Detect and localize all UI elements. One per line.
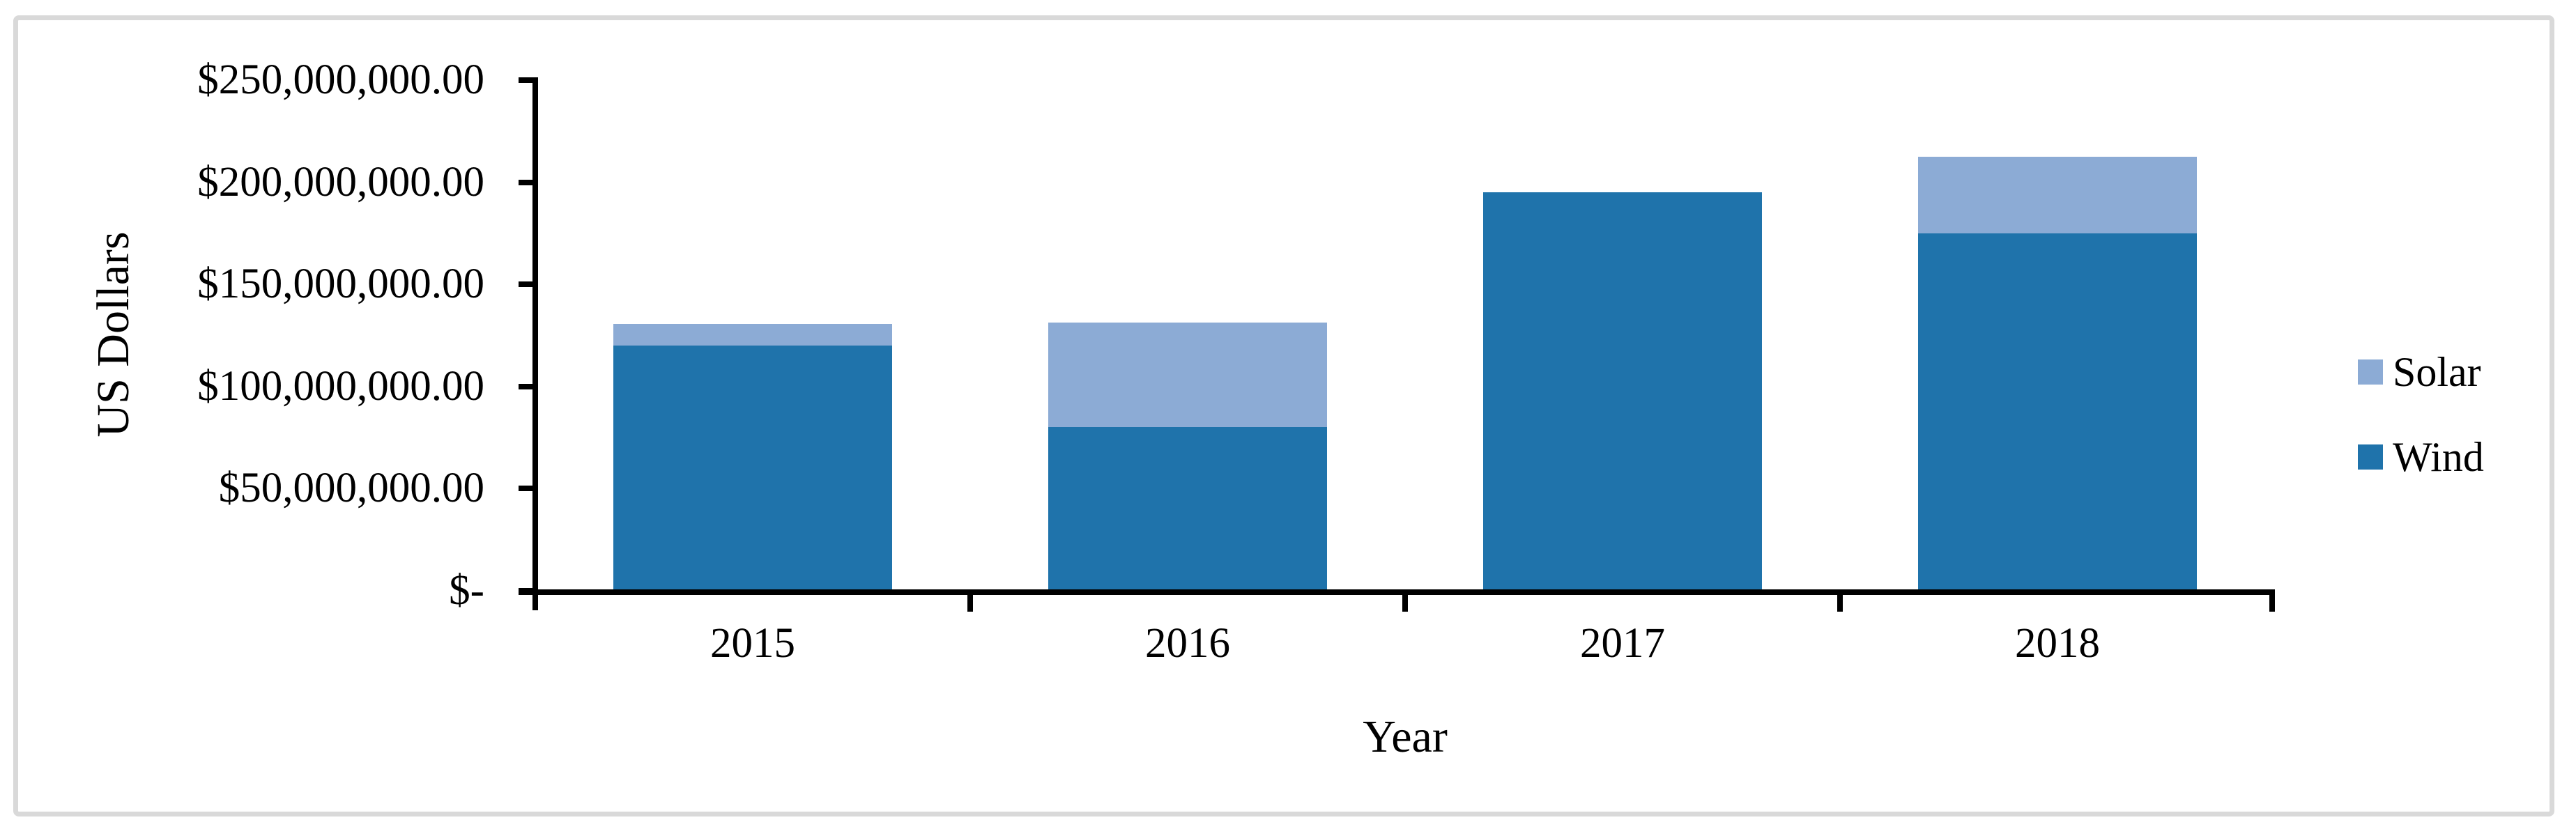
x-tick-mark — [1402, 591, 1408, 612]
bar-solar-2016 — [1048, 323, 1327, 427]
bar-solar-2018 — [1918, 157, 2197, 233]
x-tick-label-2016: 2016 — [1145, 620, 1230, 667]
y-tick-mark — [519, 486, 535, 492]
legend-swatch-solar-icon — [2358, 359, 2383, 385]
x-tick-mark — [2269, 591, 2275, 612]
bar-wind-2016 — [1048, 427, 1327, 591]
chart-border — [13, 15, 2554, 816]
legend-item-wind: Wind — [2358, 432, 2484, 482]
y-tick-label: $250,000,000.00 — [197, 56, 484, 103]
bar-solar-2015 — [613, 324, 892, 346]
y-tick-mark — [519, 588, 535, 594]
y-tick-mark — [519, 179, 535, 185]
x-tick-label-2018: 2018 — [2015, 620, 2100, 667]
legend-label-solar: Solar — [2393, 349, 2481, 395]
x-tick-label-2015: 2015 — [710, 620, 795, 667]
x-axis-title: Year — [1363, 711, 1448, 762]
bar-wind-2015 — [613, 346, 892, 591]
bar-wind-2017 — [1483, 192, 1762, 591]
legend-label-wind: Wind — [2393, 434, 2484, 480]
y-tick-label: $- — [449, 567, 484, 614]
legend-item-solar: Solar — [2358, 347, 2484, 397]
x-tick-label-2017: 2017 — [1580, 620, 1665, 667]
bar-wind-2018 — [1918, 233, 2197, 591]
y-axis-title: US Dollars — [88, 231, 139, 438]
y-axis-line — [532, 77, 538, 610]
y-tick-mark — [519, 383, 535, 389]
legend: Solar Wind — [2358, 347, 2484, 482]
y-tick-mark — [519, 281, 535, 288]
x-axis-line — [519, 589, 2275, 595]
y-tick-label: $100,000,000.00 — [197, 362, 484, 410]
y-tick-label: $150,000,000.00 — [197, 261, 484, 308]
x-tick-mark — [967, 591, 973, 612]
y-tick-mark — [519, 77, 535, 83]
y-tick-label: $200,000,000.00 — [197, 158, 484, 206]
y-tick-label: $50,000,000.00 — [218, 465, 484, 512]
x-tick-mark — [1837, 591, 1843, 612]
legend-swatch-wind-icon — [2358, 444, 2383, 470]
